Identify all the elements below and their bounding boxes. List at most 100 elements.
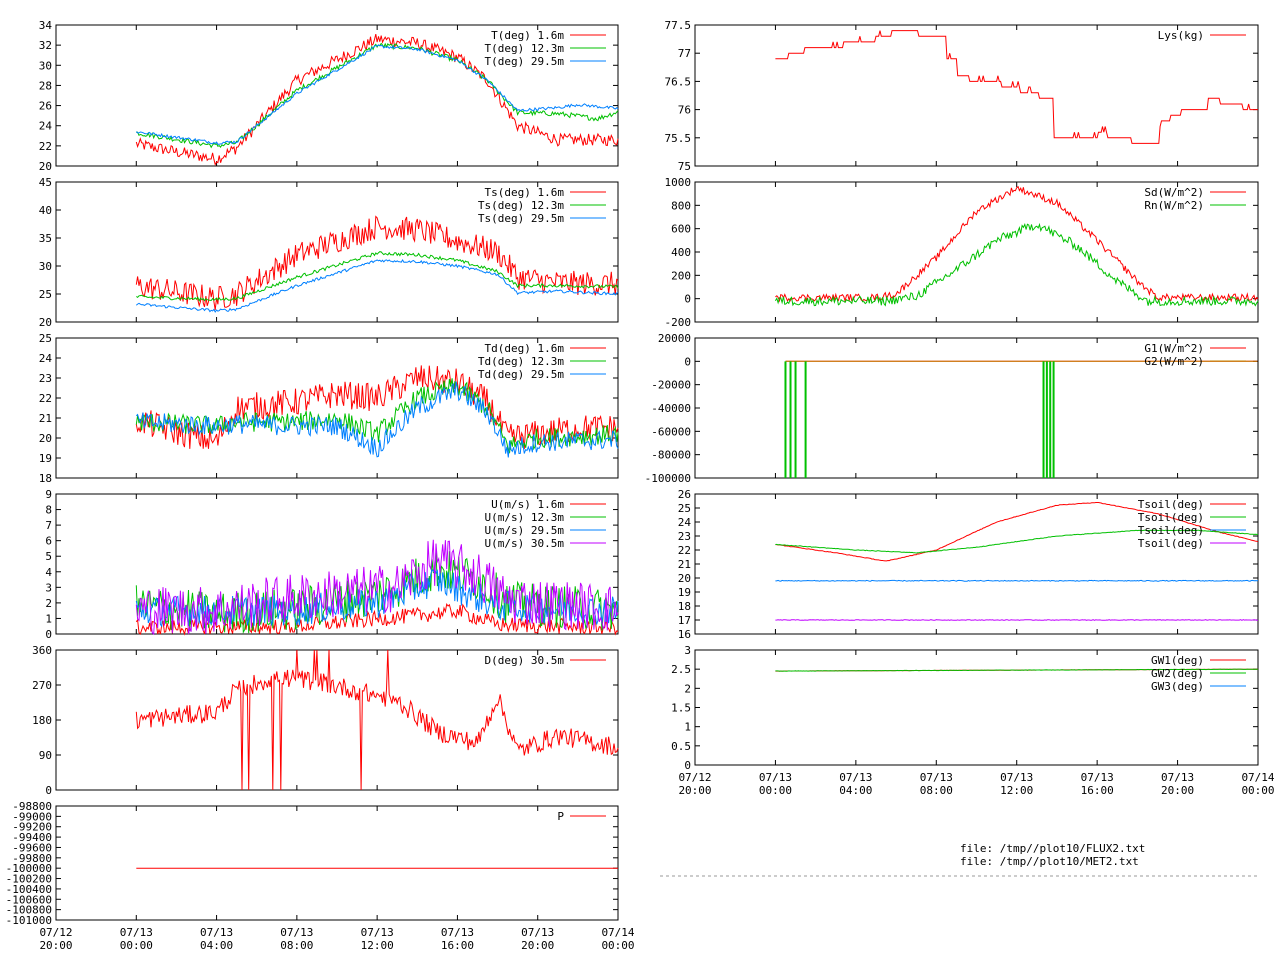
y-tick-label: -80000 <box>651 449 691 462</box>
x-tick-label-time: 12:00 <box>1000 784 1033 797</box>
y-tick-label: 20 <box>39 316 52 329</box>
panel-ground_flux: -100000 -80000 -60000 -40000 -20000 0 20000 G1(… <box>645 332 1259 485</box>
y-tick-label: 16 <box>678 628 691 641</box>
legend-label: U(m/s) 1.6m <box>491 498 564 511</box>
y-tick-label: 75 <box>678 160 691 173</box>
panel-radiation: -200 0 200 400 600 800 1000 Sd(W/m^2)Rn(W/m^2) <box>665 176 1259 329</box>
y-tick-label: -99400 <box>12 831 52 844</box>
x-tick-label-date: 07/13 <box>1161 771 1194 784</box>
x-tick-label-time: 20:00 <box>678 784 711 797</box>
series-line-soil_temp-3 <box>775 619 1259 621</box>
y-tick-label: 0 <box>45 628 52 641</box>
series-line-sonic_temp-2 <box>135 259 619 313</box>
y-tick-label: 23 <box>678 530 691 543</box>
y-tick-label: 75.5 <box>665 132 692 145</box>
x-tick-label-date: 07/13 <box>920 771 953 784</box>
panel-lysimeter: 75 75.5 76 76.5 77 77.5 Lys(kg) <box>665 19 1259 173</box>
y-tick-label: -60000 <box>651 425 691 438</box>
series-line-dew_temp-1 <box>135 378 619 454</box>
y-tick-label: 26 <box>678 488 691 501</box>
y-tick-label: -100200 <box>6 873 52 886</box>
y-tick-label: 18 <box>678 600 691 613</box>
y-tick-label: 22 <box>39 140 52 153</box>
y-tick-label: 18 <box>39 472 52 485</box>
y-tick-label: 270 <box>32 679 52 692</box>
series-line-radiation-0 <box>775 185 1259 303</box>
series-line-radiation-1 <box>774 222 1259 307</box>
x-tick-label-time: 20:00 <box>521 939 554 952</box>
y-tick-label: 76 <box>678 104 691 117</box>
y-tick-label: 19 <box>678 586 691 599</box>
series-line-sonic_temp-0 <box>135 215 619 310</box>
y-tick-label: 24 <box>39 120 53 133</box>
y-tick-label: 600 <box>671 223 691 236</box>
panel-ground_water: 0 0.5 1 1.5 2 2.5 3 GW1(deg)GW2(deg)GW3(deg) 07/… <box>671 644 1275 797</box>
y-tick-label: 20000 <box>658 332 691 345</box>
y-tick-label: 20 <box>39 432 52 445</box>
series-line-dew_temp-2 <box>135 381 619 458</box>
y-tick-label: 90 <box>39 749 52 762</box>
y-tick-label: -101000 <box>6 914 52 927</box>
legend-label: T(deg) 1.6m <box>491 29 564 42</box>
x-tick-label-date: 07/12 <box>678 771 711 784</box>
x-tick-label-time: 00:00 <box>120 939 153 952</box>
y-tick-label: 200 <box>671 269 691 282</box>
legend-label: Tsoil(deg) <box>1138 524 1204 537</box>
panel-soil_temp: 1617181920212223242526Tsoil(deg)Tsoil(de… <box>678 488 1259 641</box>
y-tick-label: 0.5 <box>671 740 691 753</box>
legend-label: Ts(deg) 29.5m <box>478 212 564 225</box>
series-line-air_temp-2 <box>135 44 619 145</box>
y-tick-label: 2.5 <box>671 663 691 676</box>
x-tick-label-time: 08:00 <box>280 939 313 952</box>
y-tick-label: 20 <box>678 572 691 585</box>
y-tick-label: -99200 <box>12 821 52 834</box>
y-tick-label: -40000 <box>651 402 691 415</box>
y-tick-label: 8 <box>45 504 52 517</box>
legend-label: Tsoil(deg) <box>1138 537 1204 550</box>
y-tick-label: 0 <box>684 355 691 368</box>
x-tick-label-date: 07/14 <box>601 926 634 939</box>
legend-label: Tsoil(deg) <box>1138 511 1204 524</box>
y-tick-label: 400 <box>671 246 691 259</box>
legend-label: U(m/s) 30.5m <box>485 537 565 550</box>
y-tick-label: 32 <box>39 39 52 52</box>
legend-label: GW3(deg) <box>1151 680 1204 693</box>
y-tick-label: 180 <box>32 714 52 727</box>
x-tick-label-date: 07/13 <box>759 771 792 784</box>
x-tick-label-date: 07/13 <box>521 926 554 939</box>
y-tick-label: 77 <box>678 47 691 60</box>
y-tick-label: 0 <box>684 293 691 306</box>
y-tick-label: 45 <box>39 176 52 189</box>
y-tick-label: 19 <box>39 452 52 465</box>
x-tick-label-time: 00:00 <box>759 784 792 797</box>
y-tick-label: 77.5 <box>665 19 692 32</box>
legend-label: GW1(deg) <box>1151 654 1204 667</box>
series-line-soil_temp-0 <box>775 502 1259 562</box>
legend-label: D(deg) 30.5m <box>485 654 565 667</box>
x-tick-label-time: 16:00 <box>1081 784 1114 797</box>
y-tick-label: 30 <box>39 260 52 273</box>
x-tick-label-date: 07/13 <box>1000 771 1033 784</box>
y-tick-label: -100600 <box>6 893 52 906</box>
y-tick-label: 25 <box>678 502 691 515</box>
y-tick-label: 23 <box>39 372 52 385</box>
legend-label: P <box>557 810 564 823</box>
y-tick-label: 1 <box>45 612 52 625</box>
y-tick-label: 20 <box>39 160 52 173</box>
y-tick-label: -100400 <box>6 883 52 896</box>
x-tick-label-date: 07/14 <box>1241 771 1274 784</box>
plot-frame-pressure <box>55 805 619 921</box>
panel-wind_dir: 0 90 180 270 360 D(deg) 30.5m <box>32 644 619 797</box>
file-label-flux: file: /tmp//plot10/FLUX2.txt <box>960 842 1145 855</box>
y-tick-label: 25 <box>39 288 52 301</box>
y-tick-label: -98800 <box>12 800 52 813</box>
y-tick-label: 17 <box>678 614 691 627</box>
plot-frame-wind_speed <box>55 493 619 635</box>
y-tick-label: 2 <box>45 597 52 610</box>
legend-label: G2(W/m^2) <box>1144 355 1204 368</box>
x-tick-label-date: 07/13 <box>361 926 394 939</box>
x-tick-label-date: 07/13 <box>1081 771 1114 784</box>
y-tick-label: 9 <box>45 488 52 501</box>
